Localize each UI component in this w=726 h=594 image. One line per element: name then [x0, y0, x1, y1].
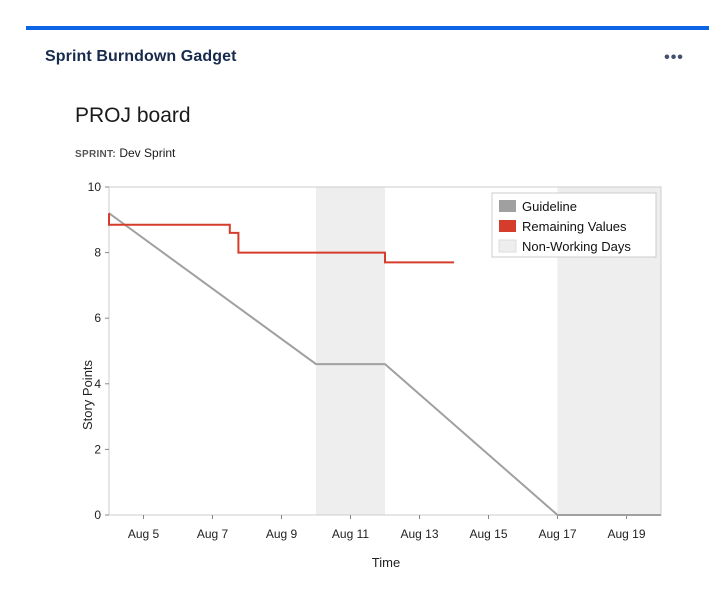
legend-item-guideline-label: Guideline	[522, 199, 577, 214]
x-tick-label: Aug 13	[400, 527, 438, 541]
y-tick-label: 0	[94, 508, 101, 522]
non-working-day-band	[316, 187, 385, 515]
x-tick-label: Aug 5	[128, 527, 160, 541]
guideline-series-line	[108, 212, 661, 516]
gadget-accent-bar	[26, 26, 709, 30]
x-tick-label: Aug 7	[197, 527, 229, 541]
legend-item-guideline-swatch	[499, 200, 516, 212]
x-tick-label: Aug 19	[607, 527, 645, 541]
x-tick-label: Aug 9	[266, 527, 298, 541]
x-tick-label: Aug 11	[332, 527, 369, 541]
y-tick-label: 2	[94, 442, 101, 456]
legend-item-non-working-days-label: Non-Working Days	[522, 239, 631, 254]
plot-area-frame	[108, 186, 662, 516]
y-tick-label: 6	[94, 311, 101, 325]
legend-box	[491, 192, 657, 258]
legend-item-remaining-values-swatch	[499, 220, 516, 232]
x-tick-label: Aug 15	[469, 527, 507, 541]
y-tick-label: 10	[88, 180, 102, 194]
y-axis-title: Story Points	[80, 359, 95, 430]
more-options-button[interactable]: •••	[659, 47, 689, 69]
x-tick-label: Aug 17	[538, 527, 576, 541]
x-axis-title: Time	[372, 555, 400, 570]
legend-item-remaining-values-label: Remaining Values	[522, 219, 627, 234]
y-tick-label: 8	[94, 246, 101, 260]
gadget-title: Sprint Burndown Gadget	[45, 48, 237, 65]
sprint-info: SPRINT: Dev Sprint	[75, 146, 175, 160]
board-title: PROJ board	[75, 104, 191, 127]
sprint-name: Dev Sprint	[119, 146, 176, 160]
sprint-label: SPRINT:	[75, 149, 116, 160]
legend-item-non-working-days-swatch	[498, 239, 517, 253]
y-tick-label: 4	[94, 377, 101, 391]
remaining-values-series-line	[108, 213, 454, 264]
